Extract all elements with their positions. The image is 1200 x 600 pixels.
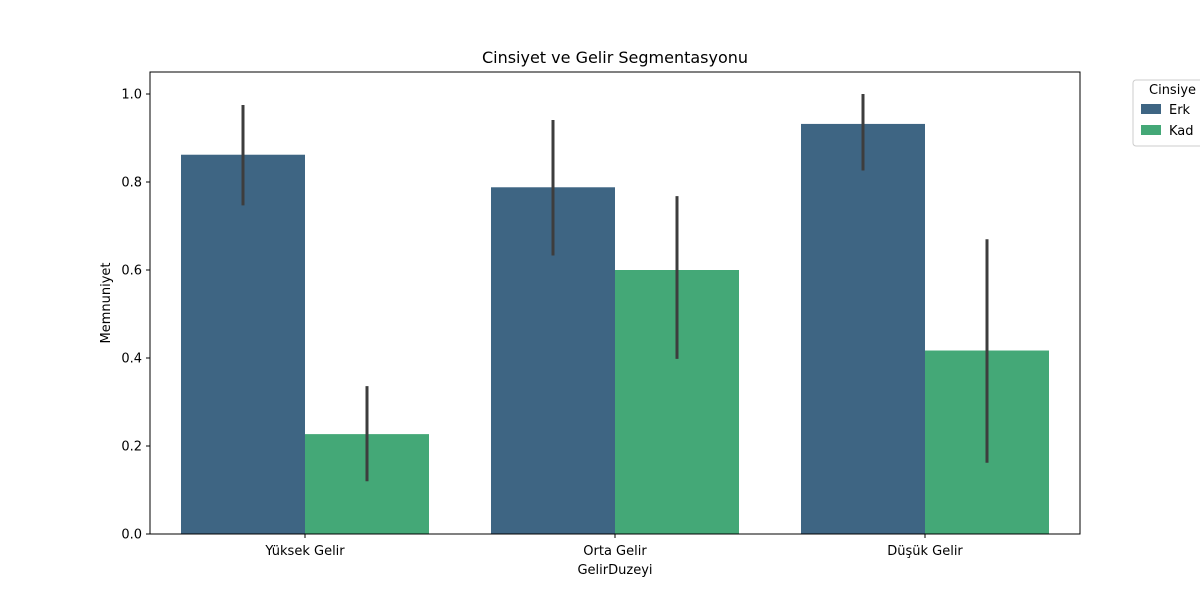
y-tick-label: 0.4	[121, 352, 142, 367]
y-tick-label: 0.0	[121, 528, 142, 543]
x-axis: Yüksek Gelir Orta Gelir Düşük Gelir	[264, 534, 963, 559]
x-tick-label: Orta Gelir	[583, 544, 647, 559]
y-axis-label: Memnuniyet	[99, 263, 114, 344]
legend-swatch-2	[1141, 125, 1161, 135]
y-tick-label: 1.0	[121, 88, 142, 103]
legend-entries: Erk Kad	[1141, 103, 1194, 139]
bar-1-1	[181, 154, 305, 534]
legend-label-2: Kad	[1169, 124, 1194, 139]
y-tick-label: 0.6	[121, 264, 142, 279]
y-tick-label: 0.2	[121, 440, 142, 455]
legend-title: Cinsiye	[1149, 83, 1196, 98]
bar-1-3	[801, 123, 925, 535]
error-bars-layer	[241, 94, 989, 482]
legend-swatch-1	[1141, 104, 1161, 114]
x-axis-label: GelirDuzeyi	[577, 563, 652, 578]
x-tick-label: Düşük Gelir	[887, 544, 963, 559]
legend-label-1: Erk	[1169, 103, 1191, 118]
legend: Cinsiye Erk Kad	[1132, 79, 1200, 147]
chart-title: Cinsiyet ve Gelir Segmentasyonu	[482, 48, 748, 67]
y-axis: 0.0 0.2 0.4 0.6 0.8 1.0	[121, 88, 150, 543]
x-tick-label: Yüksek Gelir	[264, 544, 345, 559]
y-tick-label: 0.8	[121, 176, 142, 191]
